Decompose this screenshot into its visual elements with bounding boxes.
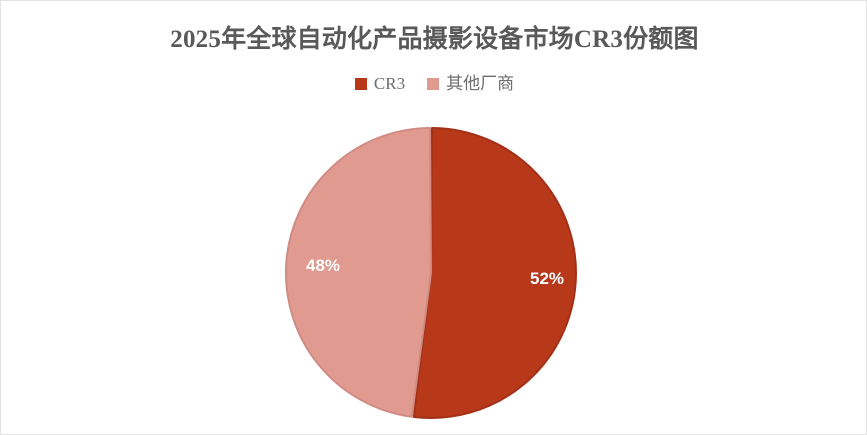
chart-title: 2025年全球自动化产品摄影设备市场CR3份额图: [170, 26, 699, 53]
slice-value-label-cr3: 52%: [529, 269, 565, 288]
pie-slice[interactable]: [284, 127, 432, 418]
chart-legend: CR3 其他厂商: [1, 74, 866, 93]
legend-swatch-icon: [427, 77, 440, 90]
legend-item-label: CR3: [373, 74, 406, 93]
legend-item-others[interactable]: 其他厂商: [427, 75, 514, 92]
pie-slice[interactable]: [412, 127, 577, 419]
legend-swatch-icon: [354, 77, 367, 90]
legend-item-label: 其他厂商: [446, 74, 515, 93]
legend-item-cr3[interactable]: CR3: [354, 74, 406, 93]
pie-slices: [284, 127, 577, 419]
slice-value-label-others: 48%: [305, 256, 341, 275]
